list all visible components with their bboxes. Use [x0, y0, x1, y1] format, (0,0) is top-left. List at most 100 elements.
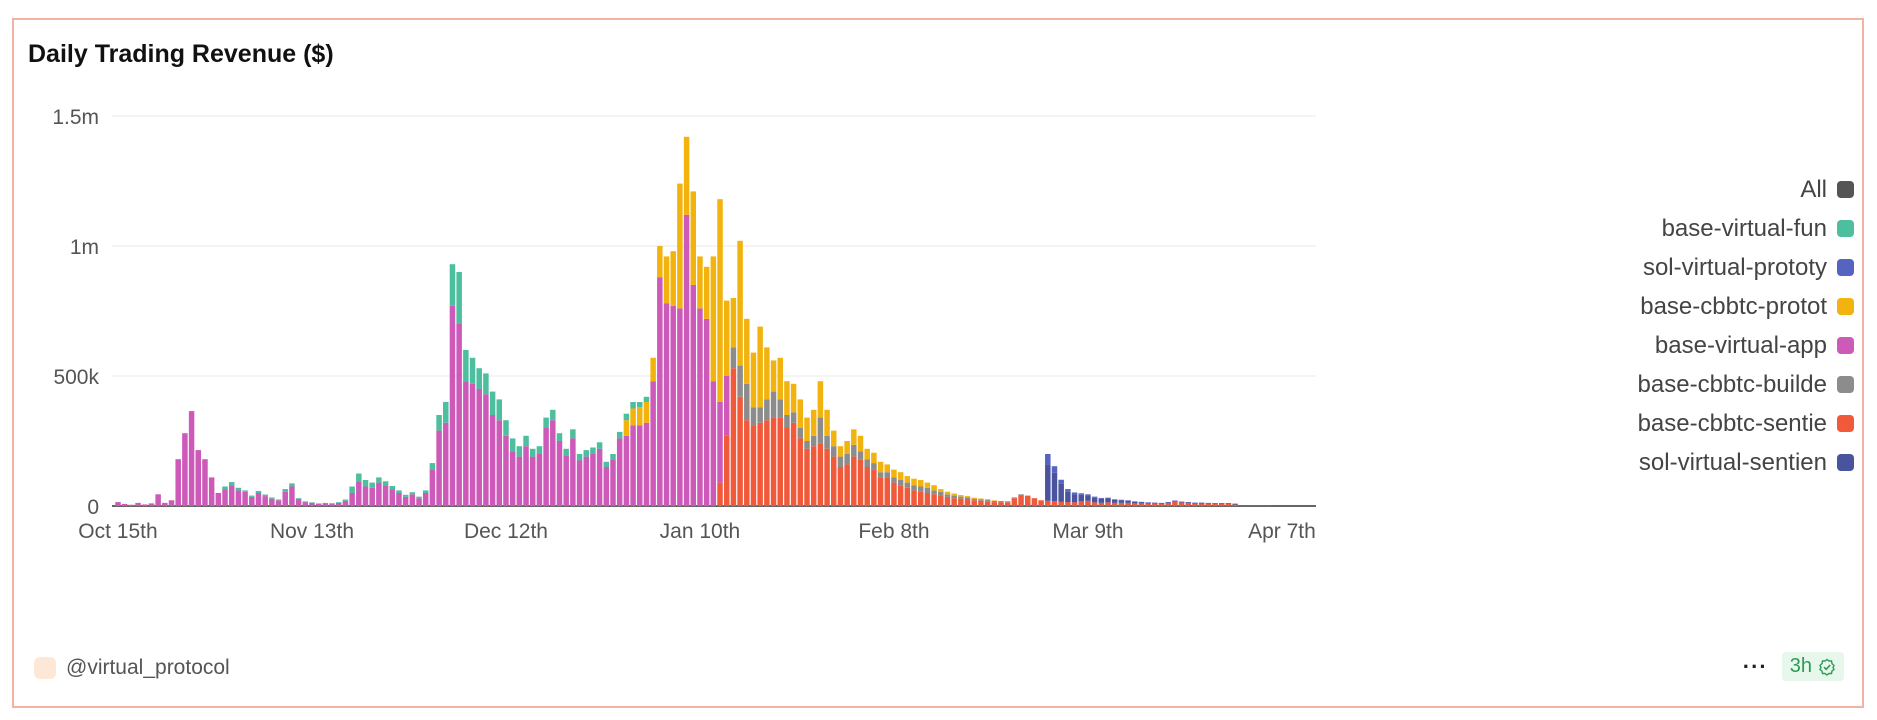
bar-segment[interactable]: [616, 431, 623, 439]
bar-segment[interactable]: [516, 456, 523, 506]
bar-segment[interactable]: [790, 383, 797, 413]
bar-segment[interactable]: [449, 264, 456, 306]
bar-segment[interactable]: [717, 199, 723, 402]
bar-segment[interactable]: [944, 491, 951, 495]
bar-segment[interactable]: [1058, 479, 1064, 484]
bar-segment[interactable]: [342, 500, 349, 506]
bar-segment[interactable]: [1225, 503, 1232, 504]
bar-segment[interactable]: [944, 494, 951, 497]
bar-segment[interactable]: [315, 503, 322, 506]
bar-segment[interactable]: [302, 501, 309, 503]
bar-segment[interactable]: [282, 489, 288, 492]
bar-segment[interactable]: [864, 448, 870, 460]
bar-segment[interactable]: [249, 496, 255, 506]
bar-segment[interactable]: [222, 486, 228, 490]
bar-segment[interactable]: [1165, 502, 1171, 503]
bar-segment[interactable]: [369, 487, 375, 506]
bar-segment[interactable]: [489, 391, 496, 415]
bar-segment[interactable]: [744, 383, 750, 421]
bar-segment[interactable]: [416, 498, 422, 506]
bar-segment[interactable]: [757, 326, 763, 408]
bar-segment[interactable]: [1192, 502, 1198, 504]
bar-segment[interactable]: [797, 438, 804, 506]
bar-segment[interactable]: [683, 214, 690, 507]
bar-segment[interactable]: [1158, 503, 1165, 506]
bar-segment[interactable]: [523, 446, 529, 506]
bar-segment[interactable]: [897, 485, 904, 506]
bar-segment[interactable]: [228, 482, 235, 486]
bar-segment[interactable]: [1145, 502, 1151, 503]
bar-segment[interactable]: [851, 444, 857, 457]
bar-segment[interactable]: [857, 459, 864, 506]
bar-segment[interactable]: [396, 490, 402, 493]
bar-segment[interactable]: [623, 435, 630, 506]
bar-segment[interactable]: [235, 490, 242, 506]
bar-segment[interactable]: [871, 463, 877, 470]
bar-segment[interactable]: [402, 494, 409, 497]
bar-segment[interactable]: [1111, 499, 1118, 503]
bar-segment[interactable]: [583, 456, 589, 506]
bar-segment[interactable]: [469, 383, 476, 506]
bar-segment[interactable]: [864, 467, 870, 506]
bar-segment[interactable]: [764, 347, 770, 400]
bar-segment[interactable]: [844, 441, 850, 454]
bar-segment[interactable]: [382, 481, 389, 486]
bar-segment[interactable]: [483, 373, 489, 395]
bar-segment[interactable]: [503, 435, 509, 506]
bar-segment[interactable]: [362, 486, 369, 507]
bar-segment[interactable]: [770, 360, 777, 392]
bar-segment[interactable]: [463, 381, 469, 506]
more-options-icon[interactable]: ···: [1742, 653, 1768, 679]
bar-segment[interactable]: [991, 500, 998, 501]
bar-segment[interactable]: [1212, 503, 1218, 506]
bar-segment[interactable]: [1185, 502, 1192, 506]
bar-segment[interactable]: [991, 500, 998, 503]
bar-segment[interactable]: [784, 428, 790, 506]
bar-segment[interactable]: [1132, 501, 1138, 504]
bar-segment[interactable]: [342, 499, 349, 501]
bar-segment[interactable]: [302, 502, 309, 506]
bar-segment[interactable]: [262, 496, 268, 506]
bar-segment[interactable]: [1045, 500, 1051, 506]
bar-segment[interactable]: [804, 448, 810, 506]
bar-segment[interactable]: [998, 501, 1004, 503]
bar-segment[interactable]: [1011, 498, 1018, 506]
bar-segment[interactable]: [951, 498, 957, 506]
bar-segment[interactable]: [1118, 502, 1125, 506]
bar-segment[interactable]: [690, 191, 697, 285]
bar-segment[interactable]: [643, 396, 650, 402]
bar-segment[interactable]: [436, 430, 442, 506]
bar-segment[interactable]: [509, 451, 516, 506]
bar-segment[interactable]: [1051, 501, 1058, 506]
bar-segment[interactable]: [275, 499, 282, 501]
bar-segment[interactable]: [489, 415, 496, 506]
bar-segment[interactable]: [543, 428, 549, 506]
bar-segment[interactable]: [1152, 502, 1158, 504]
bar-segment[interactable]: [583, 450, 589, 457]
bar-segment[interactable]: [1185, 502, 1192, 503]
legend-item[interactable]: base-cbbtc-protot: [1574, 287, 1854, 326]
bar-segment[interactable]: [616, 438, 623, 506]
bar-segment[interactable]: [824, 448, 830, 506]
bar-segment[interactable]: [1045, 464, 1051, 501]
bar-segment[interactable]: [831, 430, 837, 447]
bar-segment[interactable]: [389, 485, 396, 490]
bar-segment[interactable]: [770, 391, 777, 418]
bar-segment[interactable]: [984, 501, 991, 506]
bar-segment[interactable]: [998, 502, 1004, 506]
bar-segment[interactable]: [329, 503, 335, 506]
bar-segment[interactable]: [1098, 502, 1105, 506]
bar-segment[interactable]: [710, 256, 717, 382]
bar-segment[interactable]: [851, 456, 857, 506]
bar-segment[interactable]: [1125, 500, 1131, 501]
bar-segment[interactable]: [723, 435, 730, 506]
bar-segment[interactable]: [697, 256, 703, 309]
bar-segment[interactable]: [1085, 495, 1091, 501]
bar-segment[interactable]: [723, 376, 730, 436]
bar-segment[interactable]: [911, 485, 917, 491]
bar-segment[interactable]: [1038, 500, 1044, 506]
bar-segment[interactable]: [563, 455, 569, 506]
bar-segment[interactable]: [396, 493, 402, 506]
bar-segment[interactable]: [837, 467, 844, 506]
bar-segment[interactable]: [443, 402, 449, 423]
